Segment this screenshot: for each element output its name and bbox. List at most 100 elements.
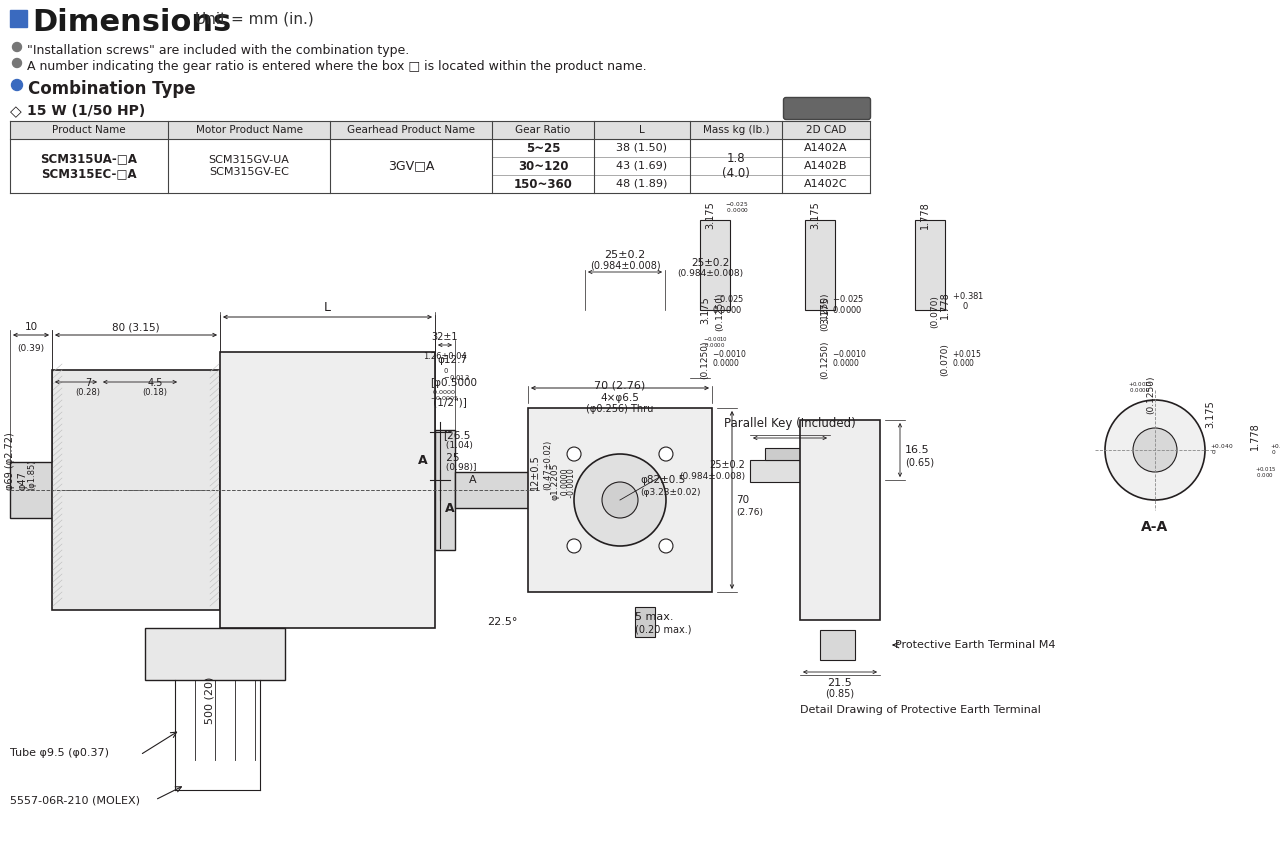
- Text: (0.984±0.008): (0.984±0.008): [677, 269, 744, 278]
- Circle shape: [13, 58, 22, 68]
- Text: (0.984±0.008): (0.984±0.008): [678, 471, 745, 481]
- Text: Unit = mm (in.): Unit = mm (in.): [195, 11, 314, 26]
- Text: Motor Product Name: Motor Product Name: [196, 125, 302, 135]
- Text: 7: 7: [84, 378, 91, 388]
- Text: ◇: ◇: [10, 104, 22, 119]
- FancyBboxPatch shape: [783, 97, 870, 120]
- Text: φ82±0.5: φ82±0.5: [640, 475, 685, 485]
- Text: (φ0.256) Thru: (φ0.256) Thru: [586, 404, 654, 414]
- Text: 1.778: 1.778: [940, 291, 950, 319]
- Text: $\ \ \ \ 0$: $\ \ \ \ 0$: [952, 300, 969, 311]
- Text: (0.1250): (0.1250): [716, 292, 724, 331]
- Bar: [805, 220, 835, 310]
- Text: $0.0000$: $0.0000$: [832, 357, 860, 368]
- Text: $0.000$: $0.000$: [952, 357, 975, 368]
- Text: (2.76): (2.76): [736, 508, 763, 516]
- Text: (0.070): (0.070): [940, 344, 948, 376]
- Text: $^{-0.0010}_{\ 0.0000}$: $^{-0.0010}_{\ 0.0000}$: [703, 335, 727, 350]
- Text: A1402A: A1402A: [804, 143, 847, 153]
- Bar: [10, 462, 52, 518]
- Text: $-0.025$: $-0.025$: [832, 293, 864, 304]
- Text: 25±0.2: 25±0.2: [604, 250, 645, 260]
- Circle shape: [13, 43, 22, 51]
- Text: $^{+0.0015}_{\ 0.0000}$: $^{+0.0015}_{\ 0.0000}$: [1128, 380, 1152, 395]
- Text: (1/2")]: (1/2")]: [430, 397, 467, 407]
- Circle shape: [12, 80, 23, 91]
- Bar: [700, 220, 730, 310]
- Text: φ69 (φ2.72): φ69 (φ2.72): [5, 433, 15, 490]
- Text: 5557-06R-210 (MOLEX): 5557-06R-210 (MOLEX): [10, 795, 140, 805]
- Text: Detail Drawing of Protective Earth Terminal: Detail Drawing of Protective Earth Termi…: [800, 705, 1041, 715]
- Bar: [10, 10, 27, 27]
- Text: 32±1: 32±1: [431, 332, 458, 342]
- Text: $+0.381$: $+0.381$: [952, 290, 984, 301]
- Text: 12±0.5: 12±0.5: [530, 454, 540, 490]
- Text: SCM315GV-UA
SCM315GV-EC: SCM315GV-UA SCM315GV-EC: [209, 156, 289, 177]
- Text: 3.175: 3.175: [1204, 400, 1215, 428]
- Text: A number indicating the gear ratio is entered where the box □ is located within : A number indicating the gear ratio is en…: [27, 60, 646, 73]
- Text: 3.175: 3.175: [700, 296, 710, 324]
- Text: 4×φ6.5: 4×φ6.5: [600, 393, 640, 403]
- Text: (0.65): (0.65): [905, 457, 934, 467]
- Text: [26.5: [26.5: [443, 430, 470, 440]
- Text: (0.85): (0.85): [826, 688, 855, 698]
- Text: φ47: φ47: [17, 471, 27, 490]
- Text: 25±0.2: 25±0.2: [709, 460, 745, 470]
- Text: (0.070): (0.070): [931, 296, 940, 328]
- Text: 150~360: 150~360: [513, 178, 572, 191]
- Text: $+0.015$: $+0.015$: [952, 348, 982, 359]
- Text: (0.20 max.): (0.20 max.): [635, 624, 691, 634]
- Text: A1402C: A1402C: [804, 179, 847, 189]
- Text: (0.984±0.008): (0.984±0.008): [590, 260, 660, 270]
- Text: Tube φ9.5 (φ0.37): Tube φ9.5 (φ0.37): [10, 748, 109, 758]
- Text: Product Name: Product Name: [52, 125, 125, 135]
- Text: 80 (3.15): 80 (3.15): [113, 322, 160, 332]
- Bar: [454, 472, 530, 508]
- Text: 500 (20): 500 (20): [205, 676, 215, 723]
- Text: 70: 70: [736, 495, 749, 505]
- Bar: [765, 448, 815, 460]
- Text: Combination Type: Combination Type: [28, 80, 196, 98]
- Bar: [820, 630, 855, 660]
- Text: A: A: [419, 453, 428, 467]
- Text: (0.98)]: (0.98)]: [443, 463, 476, 472]
- Text: 21.5: 21.5: [828, 678, 852, 688]
- Text: (φ3.23±0.02): (φ3.23±0.02): [640, 487, 700, 497]
- Text: 48 (1.89): 48 (1.89): [616, 179, 668, 189]
- Text: $0.0000$: $0.0000$: [712, 304, 742, 315]
- Text: A1402B: A1402B: [804, 161, 847, 171]
- Circle shape: [659, 447, 673, 461]
- Text: (0.47±0.02): (0.47±0.02): [544, 439, 553, 490]
- Text: φ1.2205: φ1.2205: [550, 463, 559, 500]
- Text: 4.5: 4.5: [147, 378, 163, 388]
- Bar: [10, 121, 870, 139]
- Bar: [435, 430, 454, 550]
- Text: [φ0.5000: [φ0.5000: [430, 378, 477, 388]
- Text: Protective Earth Terminal M4: Protective Earth Terminal M4: [895, 640, 1056, 650]
- Bar: [635, 607, 655, 637]
- Circle shape: [1105, 400, 1204, 500]
- Bar: [529, 408, 712, 592]
- Text: A-A: A-A: [1142, 520, 1169, 534]
- Text: φ12.7: φ12.7: [436, 355, 467, 365]
- Text: $^{-0.025}_{\ 0.0000}$: $^{-0.025}_{\ 0.0000}$: [724, 200, 749, 215]
- Text: 30~120: 30~120: [517, 160, 568, 173]
- Text: 43 (1.69): 43 (1.69): [617, 161, 668, 171]
- Text: $^{\ 0.0000}_{-0.0005}$: $^{\ 0.0000}_{-0.0005}$: [430, 388, 460, 403]
- Text: Gear Ratio: Gear Ratio: [516, 125, 571, 135]
- Text: -0.0010: -0.0010: [567, 469, 576, 500]
- Text: 1.26±0.04: 1.26±0.04: [424, 352, 467, 361]
- Text: 1.778: 1.778: [1251, 422, 1260, 450]
- Text: $0.0000$: $0.0000$: [832, 304, 863, 315]
- Text: 5 max.: 5 max.: [635, 612, 673, 622]
- Bar: [800, 420, 881, 620]
- Text: 10: 10: [24, 322, 37, 332]
- Text: 15 W (1/50 HP): 15 W (1/50 HP): [27, 104, 145, 118]
- Text: 1.778: 1.778: [920, 201, 931, 229]
- Text: L: L: [639, 125, 645, 135]
- Text: (0.39): (0.39): [18, 344, 45, 353]
- Text: (1.04): (1.04): [443, 441, 472, 450]
- Text: 5~25: 5~25: [526, 141, 561, 155]
- Text: (0.1250): (0.1250): [700, 341, 709, 380]
- Text: $0.0000$: $0.0000$: [712, 357, 740, 368]
